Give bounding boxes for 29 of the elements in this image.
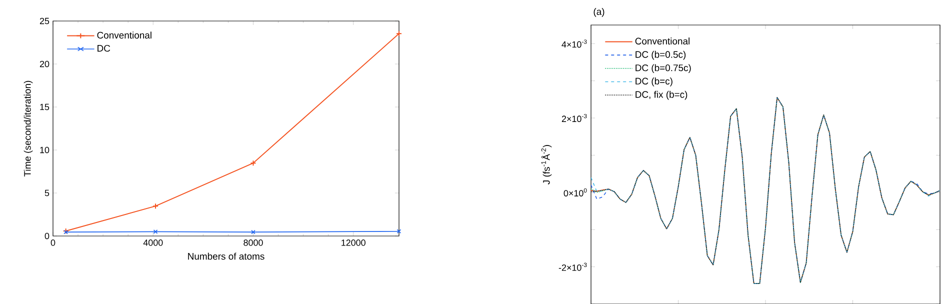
y-tick-label: 2×10$^{-3}$ [562, 114, 587, 122]
y-tick-label: 5 [44, 190, 50, 196]
y-tick-label: 15 [40, 104, 50, 110]
legend-label: DC (b=0.75c) [636, 64, 691, 74]
y-axis-title: Time (second/iteration) [24, 80, 33, 176]
y-tick-label: 25 [40, 18, 50, 24]
point [251, 230, 256, 234]
point [153, 230, 158, 234]
x-axis-title: Numbers of atoms [188, 252, 264, 260]
point [152, 203, 159, 210]
y-tick-label: 0×10$^{0}$ [564, 188, 587, 196]
y-tick-label: 10 [40, 146, 50, 154]
point [250, 160, 256, 166]
legend-label: Conventional [97, 32, 152, 39]
x-tick-label: 12000 [342, 240, 366, 246]
y-tick-label: 0 [44, 232, 50, 240]
y-tick-label: 20 [40, 60, 50, 68]
chart-title: (a) [594, 8, 604, 17]
legend-label: DC [98, 44, 110, 52]
y-tick-label: 4×10$^{-3}$ [562, 40, 587, 48]
legend-label: DC (b=0.5c) [636, 50, 686, 60]
x-tick-label: 4000 [143, 240, 163, 246]
x-tick-label: 8000 [244, 240, 263, 246]
x-tick-label: 0 [50, 240, 56, 246]
y-tick-label: -2×10$^{-3}$ [558, 262, 587, 271]
legend-label: Conventional [635, 38, 690, 45]
legend-label: DC (b=c) [636, 78, 672, 86]
legend-label: DC, fix (b=c) [636, 90, 688, 100]
y-axis-title: J (fs$^{-1}$Å$^{-2}$) [541, 145, 552, 184]
